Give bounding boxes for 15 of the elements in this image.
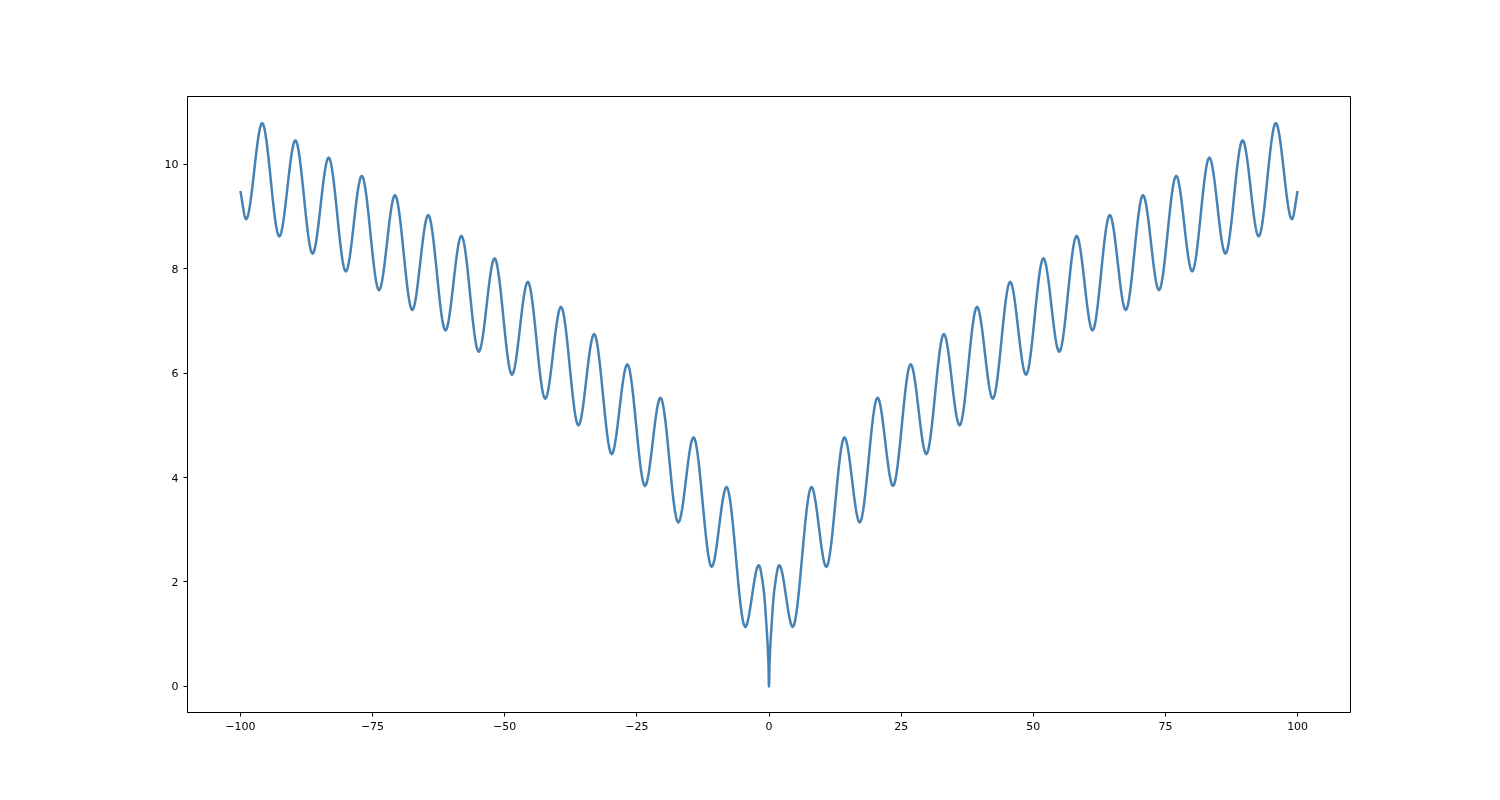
- x-tick-label: −75: [360, 719, 385, 733]
- y-tick-label: 6: [171, 367, 179, 381]
- x-tick-label: −25: [625, 719, 649, 733]
- x-tick-label: 50: [1026, 719, 1041, 733]
- x-tick-label: 25: [894, 719, 909, 733]
- x-tick-label: −100: [225, 719, 256, 733]
- x-tick-label: 75: [1158, 719, 1173, 733]
- y-tick-label: 0: [171, 680, 179, 694]
- x-tick-label: −50: [493, 719, 517, 733]
- x-tick-label: 0: [765, 719, 773, 733]
- y-tick-label: 10: [164, 158, 179, 172]
- y-tick-label: 8: [171, 262, 179, 276]
- x-tick-label: 100: [1287, 719, 1309, 733]
- y-tick-label: 2: [171, 575, 179, 589]
- y-tick-label: 4: [171, 471, 179, 485]
